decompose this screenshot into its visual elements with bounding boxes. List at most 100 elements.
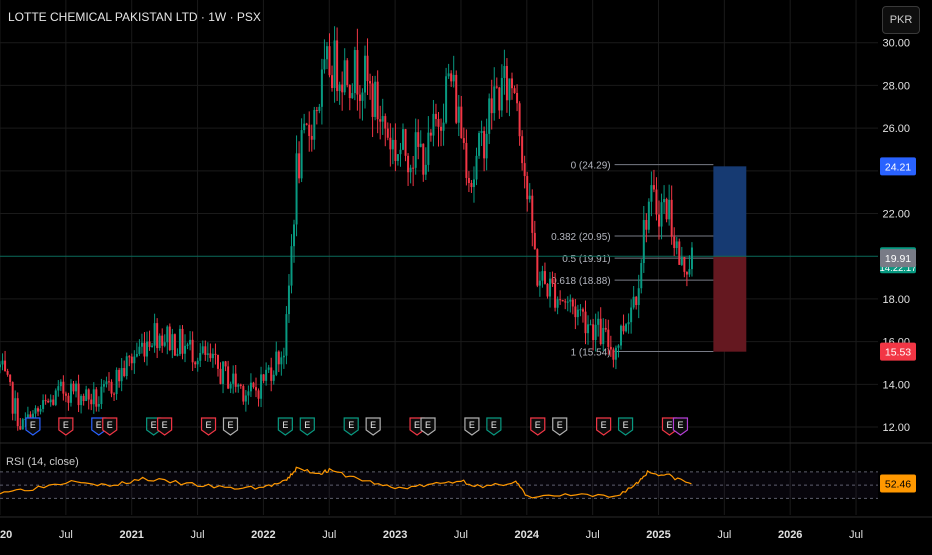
event-marker: E: [464, 417, 480, 436]
candle-body: [239, 384, 242, 387]
candle-body: [216, 354, 219, 369]
candle-body: [300, 130, 303, 179]
candle-body: [647, 201, 650, 230]
candle-body: [181, 328, 184, 354]
candle-body: [130, 356, 133, 364]
candle-body: [612, 349, 615, 360]
price-tag-value: 19.91: [885, 253, 911, 265]
event-shape: [200, 417, 217, 436]
time-tick-label: Jul: [191, 529, 205, 541]
candle-body: [528, 195, 531, 200]
time-tick-label: Jul: [586, 529, 600, 541]
candle-body: [125, 356, 128, 376]
candle-body: [645, 220, 648, 230]
candle-body: [571, 299, 574, 307]
candle-body: [637, 288, 640, 306]
candle-body: [384, 116, 387, 129]
event-marker: E: [200, 417, 217, 436]
candle-body: [199, 352, 202, 361]
candle-body: [665, 199, 668, 220]
candles: [0, 26, 693, 434]
event-glyph: E: [304, 420, 310, 430]
candle-body: [211, 353, 214, 359]
candle-body: [171, 334, 174, 350]
candle-body: [242, 386, 245, 402]
price-tag-sub: 14:22:17: [880, 263, 917, 274]
candle-body: [320, 69, 323, 107]
candle-body: [328, 46, 331, 76]
candle-body: [658, 214, 661, 227]
candle-body: [80, 395, 83, 406]
candle-body: [72, 383, 75, 392]
candle-body: [295, 153, 298, 225]
candle-body: [617, 345, 620, 348]
candle-body: [533, 232, 536, 250]
candle-body: [219, 368, 222, 384]
candle-body: [554, 283, 557, 308]
candle-body: [635, 296, 638, 306]
candle-body: [541, 271, 544, 281]
candle-body: [282, 355, 285, 358]
candle-body: [287, 285, 290, 315]
candle-body: [574, 306, 577, 318]
event-shape: [157, 417, 173, 436]
candle-body: [285, 314, 288, 356]
candle-body: [546, 283, 549, 297]
candle-body: [100, 386, 103, 405]
candle-body: [493, 86, 496, 114]
event-marker: E: [420, 417, 436, 436]
candle-body: [619, 325, 622, 346]
candle-body: [107, 381, 110, 383]
candle-body: [536, 249, 539, 286]
candle-body: [270, 367, 273, 381]
event-glyph: E: [206, 420, 212, 430]
event-marker: E: [617, 417, 634, 436]
candle-body: [516, 92, 519, 104]
candle-body: [267, 367, 270, 370]
event-glyph: E: [491, 420, 497, 430]
candle-body: [445, 76, 448, 123]
event-marker: E: [25, 417, 41, 436]
candle-body: [54, 390, 57, 405]
candle-body: [323, 59, 326, 70]
candle-body: [77, 383, 80, 406]
time-tick-label: Jul: [454, 529, 468, 541]
event-shape: [299, 417, 315, 436]
candle-body: [437, 118, 440, 127]
event-marker: E: [552, 417, 568, 436]
fib-level-label: 0.5 (19.91): [562, 254, 610, 265]
candle-body: [594, 324, 597, 341]
candle-body: [67, 395, 70, 403]
candle-body: [184, 345, 187, 354]
candle-body: [419, 143, 422, 147]
candle-body: [11, 382, 14, 414]
event-shape: [222, 417, 239, 436]
candle-body: [374, 81, 377, 117]
candle-body: [308, 124, 311, 136]
candle-body: [630, 307, 633, 323]
event-glyph: E: [107, 420, 113, 430]
candle-body: [227, 366, 230, 389]
candle-body: [52, 399, 55, 405]
candle-body: [280, 357, 283, 365]
candle-body: [333, 40, 336, 88]
price-tick-label: 22.00: [882, 209, 910, 221]
candle-body: [189, 339, 192, 345]
time-tick-label: 2024: [515, 529, 540, 541]
candle-body: [607, 329, 610, 347]
currency-button[interactable]: PKR: [882, 6, 920, 34]
candle-body: [14, 398, 17, 414]
event-marker: E: [222, 417, 239, 436]
event-glyph: E: [348, 420, 354, 430]
event-marker: E: [277, 417, 293, 436]
candle-body: [57, 386, 60, 391]
candle-body: [249, 382, 252, 392]
candle-body: [427, 132, 430, 165]
price-tag-bg: [880, 249, 916, 268]
candle-body: [589, 324, 592, 326]
candle-body: [478, 133, 481, 156]
time-tick-label: 2022: [251, 529, 275, 541]
candle-body: [673, 236, 676, 249]
